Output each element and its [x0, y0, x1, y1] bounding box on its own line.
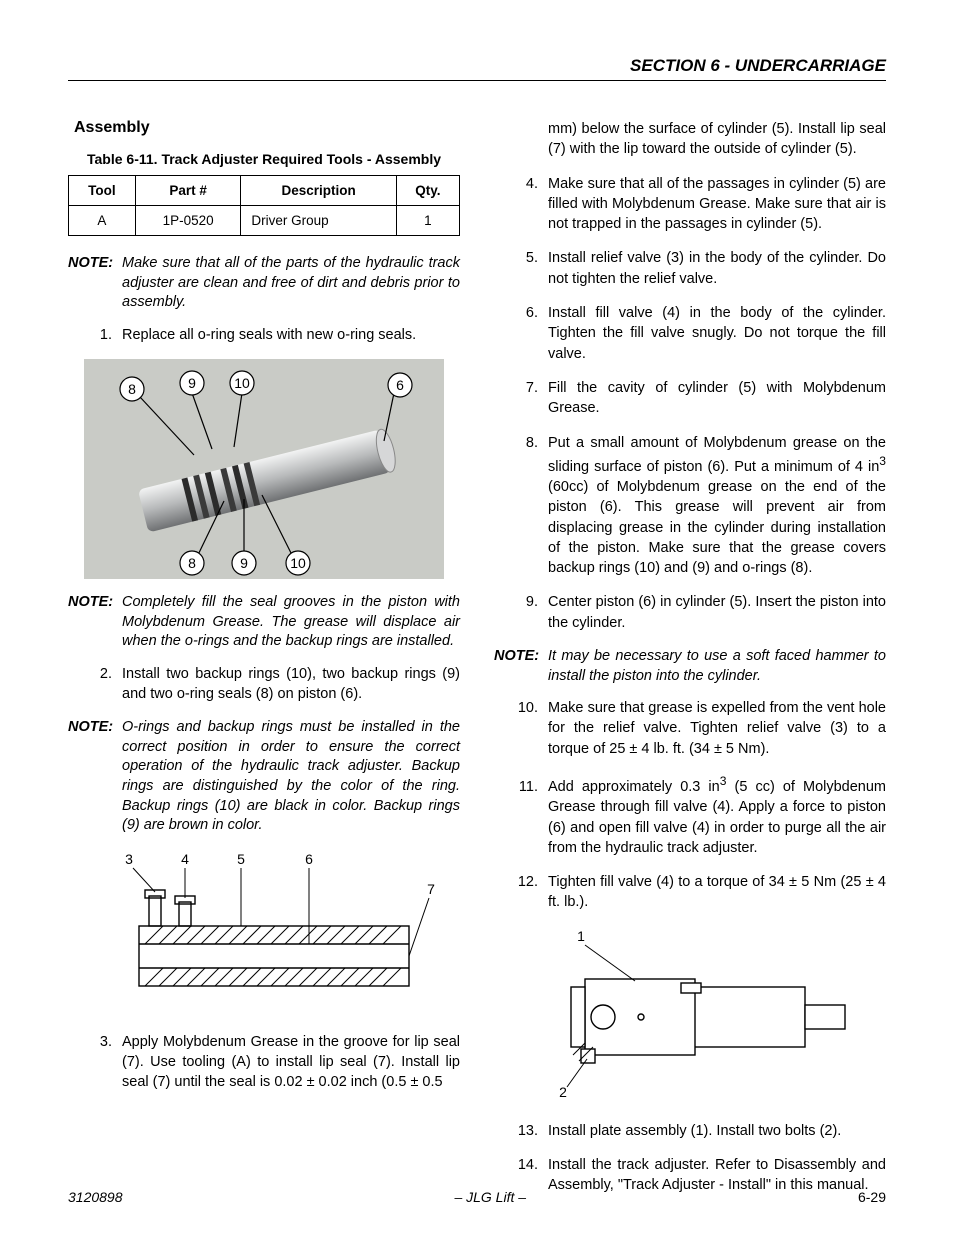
step-12: Tighten fill valve (4) to a torque of 34…	[542, 872, 886, 913]
table-caption: Table 6-11. Track Adjuster Required Tool…	[68, 151, 460, 167]
svg-text:8: 8	[188, 555, 196, 571]
step-7: Fill the cavity of cylinder (5) with Mol…	[542, 378, 886, 419]
th-tool: Tool	[69, 176, 136, 206]
svg-text:4: 4	[181, 851, 189, 867]
svg-text:6: 6	[305, 851, 313, 867]
th-part: Part #	[135, 176, 241, 206]
tools-table: Tool Part # Description Qty. A 1P-0520 D…	[68, 175, 460, 236]
step-3-continued: mm) below the surface of cylinder (5). I…	[494, 119, 886, 160]
assembly-heading: Assembly	[74, 119, 460, 137]
footer-right: 6-29	[858, 1189, 886, 1205]
figure-assembly-side: 1 2	[494, 927, 886, 1107]
step-4: Make sure that all of the passages in cy…	[542, 174, 886, 235]
footer-left: 3120898	[68, 1189, 123, 1205]
svg-text:9: 9	[188, 375, 196, 391]
svg-text:3: 3	[125, 851, 133, 867]
step-2: Install two backup rings (10), two backu…	[116, 664, 460, 705]
svg-text:10: 10	[234, 375, 250, 391]
step-8: Put a small amount of Molybdenum grease …	[542, 433, 886, 579]
svg-text:6: 6	[396, 377, 404, 393]
note-1: NOTE: Make sure that all of the parts of…	[68, 254, 460, 313]
svg-text:5: 5	[237, 851, 245, 867]
th-qty: Qty.	[396, 176, 459, 206]
svg-text:10: 10	[290, 555, 306, 571]
svg-text:2: 2	[559, 1084, 567, 1100]
svg-text:9: 9	[240, 555, 248, 571]
step-5: Install relief valve (3) in the body of …	[542, 248, 886, 289]
step-1: Replace all o-ring seals with new o-ring…	[116, 325, 460, 345]
step-6: Install fill valve (4) in the body of th…	[542, 303, 886, 364]
step-11: Add approximately 0.3 in3 (5 cc) of Moly…	[542, 773, 886, 858]
td-part: 1P-0520	[135, 206, 241, 236]
table-row: A 1P-0520 Driver Group 1	[69, 206, 460, 236]
note-4: NOTE:It may be necessary to use a soft f…	[494, 647, 886, 686]
right-column: mm) below the surface of cylinder (5). I…	[494, 119, 886, 1210]
page-footer: 3120898 – JLG Lift – 6-29	[68, 1189, 886, 1205]
figure-piston-photo: 8 9 10 6 8 9 10	[68, 359, 460, 579]
figure-cylinder-section: 3 4 5 6 7	[68, 848, 460, 1018]
svg-text:1: 1	[577, 928, 585, 944]
note-2: NOTE:Completely fill the seal grooves in…	[68, 593, 460, 652]
td-qty: 1	[396, 206, 459, 236]
section-header: SECTION 6 - UNDERCARRIAGE	[68, 56, 886, 81]
step-13: Install plate assembly (1). Install two …	[542, 1121, 886, 1141]
step-3: Apply Molybdenum Grease in the groove fo…	[116, 1032, 460, 1093]
footer-center: – JLG Lift –	[454, 1189, 526, 1205]
td-desc: Driver Group	[241, 206, 396, 236]
left-column: Assembly Table 6-11. Track Adjuster Requ…	[68, 119, 460, 1210]
step-9: Center piston (6) in cylinder (5). Inser…	[542, 592, 886, 633]
step-10: Make sure that grease is expelled from t…	[542, 698, 886, 759]
th-desc: Description	[241, 176, 396, 206]
svg-text:8: 8	[128, 381, 136, 397]
note-3: NOTE:O-rings and backup rings must be in…	[68, 718, 460, 835]
td-tool: A	[69, 206, 136, 236]
svg-text:7: 7	[427, 881, 435, 897]
